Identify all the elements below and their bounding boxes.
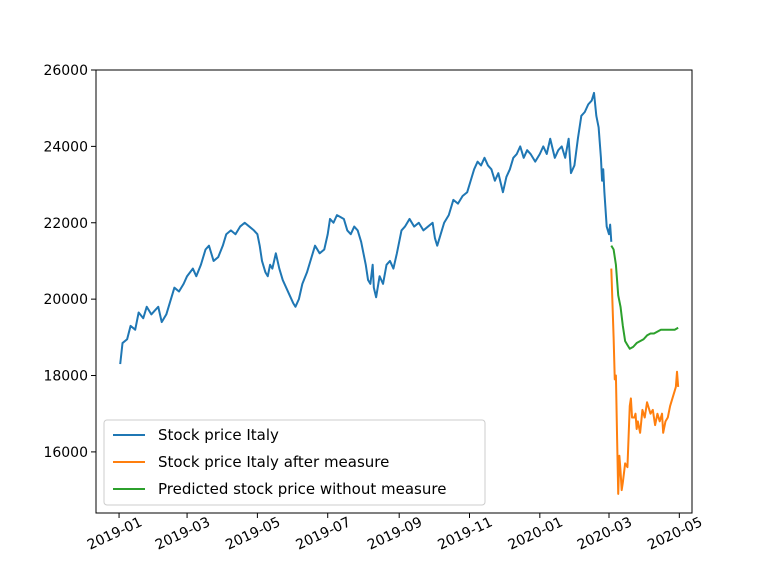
series-layer [119, 91, 680, 495]
series-line-2 [610, 245, 679, 350]
y-tick-label: 22000 [43, 216, 88, 232]
legend-label-2: Predicted stock price without measure [158, 480, 446, 498]
y-tick-label: 26000 [43, 63, 88, 79]
legend-label-0: Stock price Italy [158, 426, 279, 444]
y-tick-label: 20000 [43, 292, 88, 308]
series-line-0 [119, 91, 613, 365]
series-line-1 [610, 268, 680, 495]
y-tick-label: 16000 [43, 445, 88, 461]
legend: Stock price Italy Stock price Italy after… [103, 419, 486, 506]
y-axis: 16000 18000 20000 22000 24000 26000 [43, 63, 96, 461]
y-tick-label: 24000 [43, 139, 88, 155]
plot-frame [95, 69, 693, 514]
legend-frame [103, 419, 486, 506]
y-tick-label: 18000 [43, 369, 88, 385]
legend-label-1: Stock price Italy after measure [158, 453, 389, 471]
